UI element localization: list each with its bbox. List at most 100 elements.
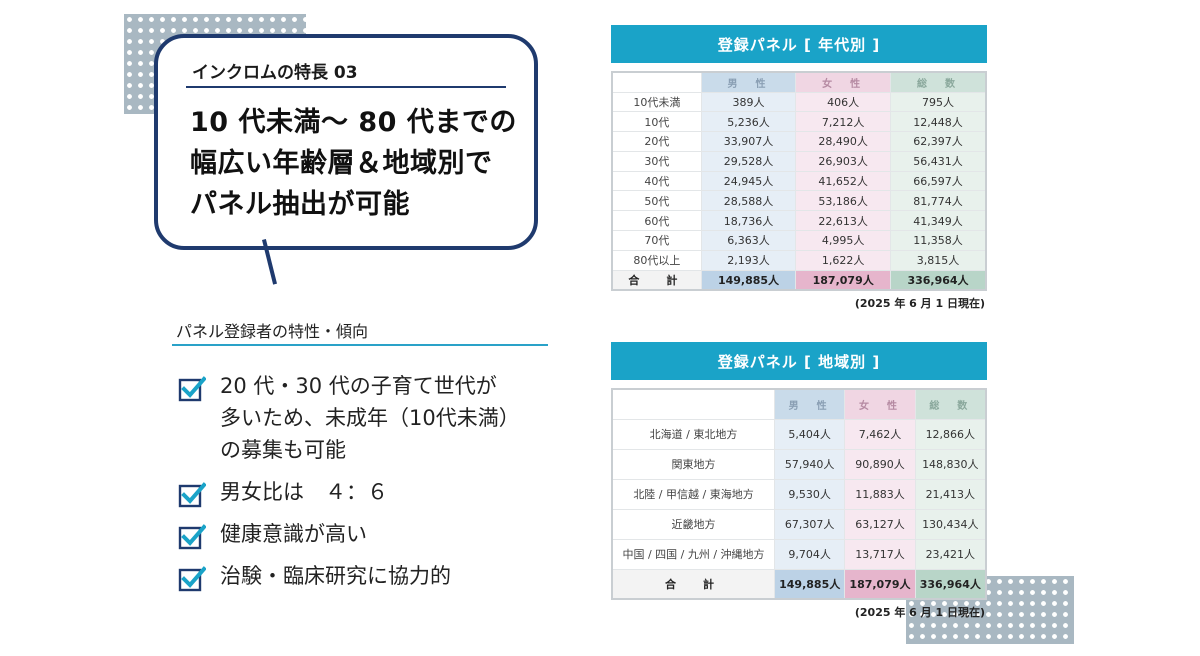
list-item-text: 治験・臨床研究に協力的 — [220, 564, 451, 588]
male-count: 33,907人 — [700, 131, 797, 152]
male-count: 9,704人 — [774, 538, 846, 570]
row-label: 関東地方 — [611, 448, 776, 480]
female-count: 406人 — [795, 91, 892, 113]
header-cell — [611, 388, 776, 420]
male-count: 5,404人 — [774, 418, 846, 450]
row-label: 合 計 — [611, 269, 702, 291]
male-count: 149,885人 — [700, 269, 797, 291]
total-count: 12,448人 — [890, 111, 987, 133]
female-count: 90,890人 — [844, 448, 916, 480]
row-label: 合 計 — [611, 568, 776, 600]
list-item: 男女比は ４：６ — [178, 476, 558, 508]
total-count: 62,397人 — [890, 131, 987, 152]
total-count: 56,431人 — [890, 150, 987, 172]
header-male: 男 性 — [700, 71, 797, 93]
age-panel-title: 登録パネル [ 年代別 ] — [611, 25, 987, 63]
table-row: 北海道 / 東北地方 5,404人 7,462人 12,866人 — [611, 418, 987, 450]
header-female: 女 性 — [844, 388, 916, 420]
header-cell — [611, 71, 702, 93]
total-count: 148,830人 — [914, 448, 987, 480]
header-female: 女 性 — [795, 71, 892, 93]
table-header-row: 男 性 女 性 総 数 — [611, 71, 987, 93]
check-box-icon — [178, 566, 206, 592]
female-count: 187,079人 — [844, 568, 916, 600]
total-count: 3,815人 — [890, 249, 987, 271]
headline-line: 幅広い年齢層＆地域別で — [190, 148, 493, 179]
list-item-text: 健康意識が高い — [220, 522, 367, 546]
row-label: 60代 — [611, 210, 702, 232]
row-label: 80代以上 — [611, 249, 702, 271]
region-panel-title: 登録パネル [ 地域別 ] — [611, 342, 987, 380]
total-count: 336,964人 — [890, 269, 987, 291]
total-count: 130,434人 — [914, 508, 987, 540]
male-count: 29,528人 — [700, 150, 797, 172]
traits-list: 20 代・30 代の子育て世代が 多いため、未成年（10代未満） の募集も可能 … — [178, 370, 558, 592]
total-count: 41,349人 — [890, 210, 987, 232]
male-count: 6,363人 — [700, 230, 797, 251]
total-row: 合 計 149,885人 187,079人 336,964人 — [611, 568, 987, 600]
traits-divider — [172, 344, 548, 346]
feature-headline: 10 代未満～ 80 代までの 幅広い年齢層＆地域別で パネル抽出が可能 — [190, 102, 530, 225]
table-row: 北陸 / 甲信越 / 東海地方 9,530人 11,883人 21,413人 — [611, 478, 987, 510]
male-count: 57,940人 — [774, 448, 846, 480]
male-count: 18,736人 — [700, 210, 797, 232]
female-count: 53,186人 — [795, 190, 892, 212]
traits-title: パネル登録者の特性・傾向 — [176, 322, 369, 341]
total-row: 合 計 149,885人 187,079人 336,964人 — [611, 269, 987, 291]
female-count: 41,652人 — [795, 170, 892, 192]
female-count: 7,462人 — [844, 418, 916, 450]
female-count: 28,490人 — [795, 131, 892, 152]
total-count: 23,421人 — [914, 538, 987, 570]
row-label: 北海道 / 東北地方 — [611, 418, 776, 450]
table-row: 10代未満 389人 406人 795人 — [611, 91, 987, 113]
as-of-note: (2025 年 6 月 1 日現在) — [854, 296, 985, 310]
list-item: 20 代・30 代の子育て世代が 多いため、未成年（10代未満） の募集も可能 — [178, 370, 558, 466]
row-label: 10代 — [611, 111, 702, 133]
headline-line: パネル抽出が可能 — [190, 189, 410, 220]
header-male: 男 性 — [774, 388, 846, 420]
as-of-note: (2025 年 6 月 1 日現在) — [854, 606, 985, 619]
table-row: 中国 / 四国 / 九州 / 沖縄地方 9,704人 13,717人 23,421人 — [611, 538, 987, 570]
row-label: 中国 / 四国 / 九州 / 沖縄地方 — [611, 538, 776, 570]
check-box-icon — [178, 482, 206, 508]
table-row: 70代 6,363人 4,995人 11,358人 — [611, 230, 987, 251]
row-label: 10代未満 — [611, 91, 702, 113]
row-label: 70代 — [611, 230, 702, 251]
row-label: 50代 — [611, 190, 702, 212]
table-row: 60代 18,736人 22,613人 41,349人 — [611, 210, 987, 232]
female-count: 26,903人 — [795, 150, 892, 172]
row-label: 20代 — [611, 131, 702, 152]
female-count: 7,212人 — [795, 111, 892, 133]
table-header-row: 男 性 女 性 総 数 — [611, 388, 987, 420]
region-table-body: 北海道 / 東北地方 5,404人 7,462人 12,866人 関東地方 57,940人… — [611, 418, 987, 600]
row-label: 近畿地方 — [611, 508, 776, 540]
male-count: 28,588人 — [700, 190, 797, 212]
female-count: 63,127人 — [844, 508, 916, 540]
age-table-body: 10代未満 389人 406人 795人 10代 5,236人 7,212人 12,448人 2… — [611, 91, 987, 291]
list-item: 治験・臨床研究に協力的 — [178, 560, 558, 592]
list-item: 健康意識が高い — [178, 518, 558, 550]
table-row: 50代 28,588人 53,186人 81,774人 — [611, 190, 987, 212]
male-count: 9,530人 — [774, 478, 846, 510]
female-count: 4,995人 — [795, 230, 892, 251]
male-count: 149,885人 — [774, 568, 846, 600]
table-row: 10代 5,236人 7,212人 12,448人 — [611, 111, 987, 133]
total-count: 12,866人 — [914, 418, 987, 450]
table-row: 40代 24,945人 41,652人 66,597人 — [611, 170, 987, 192]
feature-divider — [186, 86, 506, 88]
check-box-icon — [178, 524, 206, 550]
total-count: 11,358人 — [890, 230, 987, 251]
check-box-icon — [178, 376, 206, 402]
list-item-text: 20 代・30 代の子育て世代が 多いため、未成年（10代未満） の募集も可能 — [220, 374, 520, 462]
female-count: 187,079人 — [795, 269, 892, 291]
male-count: 67,307人 — [774, 508, 846, 540]
table-row: 30代 29,528人 26,903人 56,431人 — [611, 150, 987, 172]
table-row: 80代以上 2,193人 1,622人 3,815人 — [611, 249, 987, 271]
row-label: 北陸 / 甲信越 / 東海地方 — [611, 478, 776, 510]
total-count: 336,964人 — [914, 568, 987, 600]
male-count: 2,193人 — [700, 249, 797, 271]
age-table: 男 性 女 性 総 数 10代未満 389人 406人 795人 10代 5,236人 7,… — [611, 71, 987, 291]
total-count: 21,413人 — [914, 478, 987, 510]
table-row: 関東地方 57,940人 90,890人 148,830人 — [611, 448, 987, 480]
table-row: 20代 33,907人 28,490人 62,397人 — [611, 131, 987, 152]
